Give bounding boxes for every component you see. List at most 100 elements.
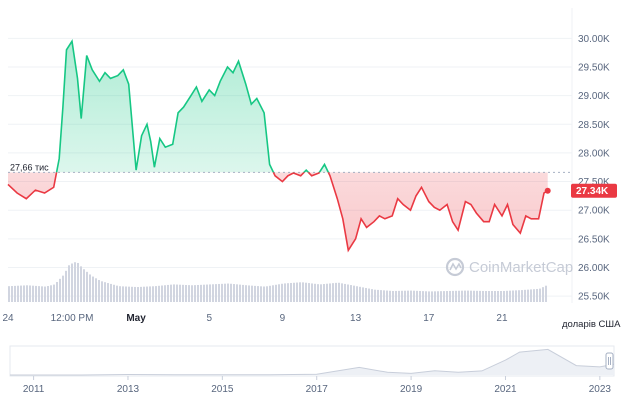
volume-bar	[158, 285, 160, 302]
price-area-below	[8, 172, 548, 251]
volume-bar	[398, 290, 400, 302]
x-tick-label: May	[126, 313, 146, 324]
volume-bar	[101, 281, 103, 302]
navigator-tick-label: 2021	[494, 384, 517, 395]
volume-bar	[539, 288, 541, 302]
navigator-tick-label: 2013	[117, 384, 140, 395]
volume-bar	[242, 284, 244, 302]
volume-bar	[311, 283, 313, 302]
volume-bar	[329, 283, 331, 302]
volume-bar	[422, 291, 424, 302]
volume-bar	[143, 286, 145, 302]
volume-bar	[41, 286, 43, 302]
volume-bar	[149, 286, 151, 302]
x-tick-label: 12:00 PM	[51, 313, 94, 324]
volume-bar	[77, 262, 79, 302]
volume-bar	[176, 284, 178, 302]
volume-bar	[239, 284, 241, 302]
y-tick-label: 25.50K	[578, 292, 610, 303]
navigator-area	[10, 348, 615, 376]
volume-bar	[461, 290, 463, 302]
volume-bar	[542, 287, 544, 302]
y-tick-label: 29.00K	[578, 91, 610, 102]
volume-bar	[146, 286, 148, 302]
volume-bar	[545, 285, 547, 302]
y-axis: 30.00K 29.50K 29.00K 28.50K 28.00K 27.50K 27.0…	[578, 34, 610, 303]
y-tick-label: 26.50K	[578, 234, 610, 245]
volume-bar	[8, 286, 10, 302]
volume-bar	[284, 283, 286, 302]
volume-bar	[500, 291, 502, 302]
volume-bar	[161, 285, 163, 302]
volume-bar	[515, 290, 517, 302]
volume-bar	[209, 284, 211, 302]
volume-bar	[269, 285, 271, 302]
volume-bar	[164, 285, 166, 302]
volume-bar	[377, 289, 379, 302]
volume-bar	[434, 291, 436, 302]
current-price-dot	[544, 187, 551, 194]
volume-bar	[83, 269, 85, 302]
volume-bar	[203, 284, 205, 302]
volume-bar	[167, 284, 169, 302]
volume-bar	[371, 289, 373, 302]
volume-bar	[44, 286, 46, 302]
price-line-down	[7, 172, 549, 253]
volume-bar	[431, 291, 433, 302]
navigator-handle[interactable]	[605, 352, 614, 370]
volume-bar	[407, 290, 409, 302]
volume-bar	[383, 290, 385, 302]
volume-bar	[278, 284, 280, 302]
volume-bar	[68, 265, 70, 302]
x-axis: 24 12:00 PM May 5 9 13 17 21	[2, 313, 508, 324]
volume-bar	[113, 284, 115, 302]
volume-bar	[59, 278, 61, 302]
watermark-text: CoinMarketCap	[469, 259, 573, 276]
volume-bar	[23, 285, 25, 302]
volume-bar	[140, 286, 142, 302]
volume-bar	[332, 283, 334, 302]
volume-bar	[524, 289, 526, 302]
volume-bar	[317, 284, 319, 302]
volume-bar	[263, 286, 265, 302]
volume-bar	[62, 275, 64, 302]
volume-bar	[446, 291, 448, 302]
volume-bar	[440, 291, 442, 302]
navigator-tick-label: 2019	[400, 384, 423, 395]
volume-bar	[320, 284, 322, 302]
navigator-area-fill	[10, 349, 614, 375]
volume-bar	[65, 270, 67, 302]
y-tick-label: 28.50K	[578, 120, 610, 131]
volume-bar	[449, 290, 451, 302]
volume-bar	[467, 290, 469, 302]
navigator-tick-label: 2017	[306, 384, 329, 395]
volume-bar	[35, 285, 37, 302]
volume-bar	[482, 290, 484, 302]
volume-bar	[359, 286, 361, 302]
volume-bar	[488, 291, 490, 302]
volume-bar	[401, 290, 403, 302]
volume-bar	[491, 291, 493, 302]
volume-bar	[47, 286, 49, 302]
volume-bar	[380, 290, 382, 302]
volume-bar	[428, 291, 430, 302]
navigator-tick-label: 2015	[211, 384, 234, 395]
volume-bar	[119, 286, 121, 302]
volume-bar	[188, 285, 190, 302]
volume-bar	[185, 284, 187, 302]
volume-bar	[218, 283, 220, 302]
volume-bar	[254, 285, 256, 302]
volume-bar	[497, 291, 499, 302]
volume-bar	[200, 284, 202, 302]
volume-bar	[230, 283, 232, 302]
volume-bar	[236, 284, 238, 302]
volume-bar	[53, 284, 55, 302]
price-line	[7, 38, 549, 253]
volume-bar	[470, 290, 472, 302]
volume-bar	[212, 284, 214, 302]
volume-bar	[224, 283, 226, 302]
x-tick-label: 21	[496, 313, 508, 324]
volume-bar	[89, 274, 91, 302]
volume-bar	[131, 286, 133, 302]
